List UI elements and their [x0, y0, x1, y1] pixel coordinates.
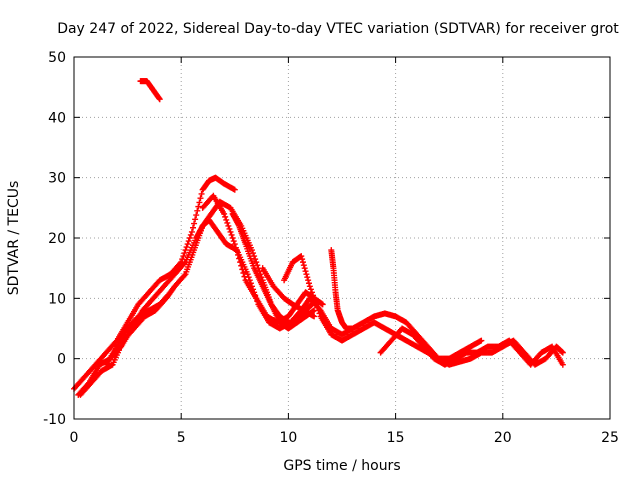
- series-arc-g: [229, 210, 315, 332]
- data-point: [192, 216, 199, 223]
- data-point: [191, 220, 198, 227]
- data-point: [194, 207, 201, 214]
- series-arc-k: [328, 247, 356, 332]
- data-point: [231, 186, 238, 193]
- data-point: [224, 219, 231, 226]
- data-point: [181, 272, 188, 279]
- x-tick-label: 15: [387, 430, 405, 446]
- data-point: [156, 96, 163, 103]
- data-point: [180, 253, 187, 260]
- data-point: [308, 289, 315, 296]
- data-point: [182, 247, 189, 254]
- y-tick-label: -10: [43, 412, 66, 428]
- data-point: [223, 216, 230, 223]
- x-tick-label: 0: [70, 430, 79, 446]
- data-point: [166, 290, 173, 297]
- series-arc-d: [103, 289, 174, 368]
- data-point: [248, 247, 255, 254]
- data-point: [236, 255, 243, 262]
- data-point: [226, 225, 233, 232]
- data-point: [559, 349, 566, 356]
- data-point: [230, 238, 237, 245]
- data-point: [232, 244, 239, 251]
- series-arc-l: [377, 325, 566, 368]
- data-point: [319, 301, 326, 308]
- data-point: [311, 313, 318, 320]
- data-point: [244, 271, 251, 278]
- data-point: [197, 195, 204, 202]
- data-point: [241, 273, 248, 280]
- data-point: [240, 269, 247, 276]
- data-point: [349, 325, 356, 332]
- data-point: [306, 283, 313, 290]
- data-point: [302, 268, 309, 275]
- data-point: [305, 277, 312, 284]
- data-point: [198, 190, 205, 197]
- data-point: [316, 306, 323, 313]
- series-arc-a: [71, 174, 238, 392]
- data-point: [253, 259, 260, 266]
- x-tick-label: 5: [177, 430, 186, 446]
- data-point: [559, 361, 566, 368]
- data-point: [301, 265, 308, 272]
- data-series: [71, 78, 566, 398]
- data-point: [231, 241, 238, 248]
- y-tick-label: 50: [48, 50, 66, 66]
- data-point: [304, 274, 311, 281]
- data-point: [221, 210, 228, 217]
- y-tick-label: 10: [48, 291, 66, 307]
- data-point: [235, 251, 242, 258]
- y-axis-label: SDTVAR / TECUs: [6, 181, 22, 296]
- y-tick-label: 20: [48, 231, 66, 247]
- x-tick-label: 10: [279, 430, 297, 446]
- data-point: [181, 250, 188, 257]
- data-point: [183, 244, 190, 251]
- x-tick-label: 20: [494, 430, 512, 446]
- data-point: [196, 199, 203, 206]
- data-point: [239, 266, 246, 273]
- data-point: [303, 271, 310, 278]
- data-point: [233, 248, 240, 255]
- data-point: [310, 292, 317, 299]
- data-point: [186, 235, 193, 241]
- data-point: [237, 259, 244, 266]
- gridlines: [74, 57, 610, 419]
- data-point: [227, 228, 234, 235]
- data-point: [187, 231, 194, 238]
- data-point: [195, 203, 202, 210]
- data-point: [167, 289, 174, 296]
- x-tick-label: 25: [601, 430, 619, 446]
- data-point: [184, 241, 191, 248]
- data-point: [225, 222, 232, 229]
- data-point: [478, 337, 485, 344]
- data-point: [238, 262, 245, 269]
- y-tick-label: 40: [48, 110, 66, 126]
- series-arc-c: [77, 216, 313, 398]
- x-axis-label: GPS time / hours: [283, 458, 400, 474]
- data-point: [229, 235, 236, 241]
- data-point: [189, 224, 196, 231]
- data-point: [181, 260, 188, 267]
- data-point: [188, 228, 195, 235]
- series-arc-h: [259, 265, 318, 320]
- data-point: [185, 238, 192, 245]
- y-tick-label: 0: [57, 352, 66, 368]
- data-point: [299, 259, 306, 266]
- data-point: [305, 280, 312, 287]
- series-arc-e: [137, 78, 163, 103]
- data-point: [228, 231, 235, 238]
- data-point: [307, 286, 314, 293]
- chart-title: Day 247 of 2022, Sidereal Day-to-day VTE…: [57, 21, 619, 37]
- data-point: [222, 213, 229, 220]
- data-point: [300, 262, 307, 269]
- y-tick-label: 30: [48, 171, 66, 187]
- data-point: [299, 256, 306, 263]
- data-point: [298, 253, 305, 260]
- data-point: [193, 212, 200, 219]
